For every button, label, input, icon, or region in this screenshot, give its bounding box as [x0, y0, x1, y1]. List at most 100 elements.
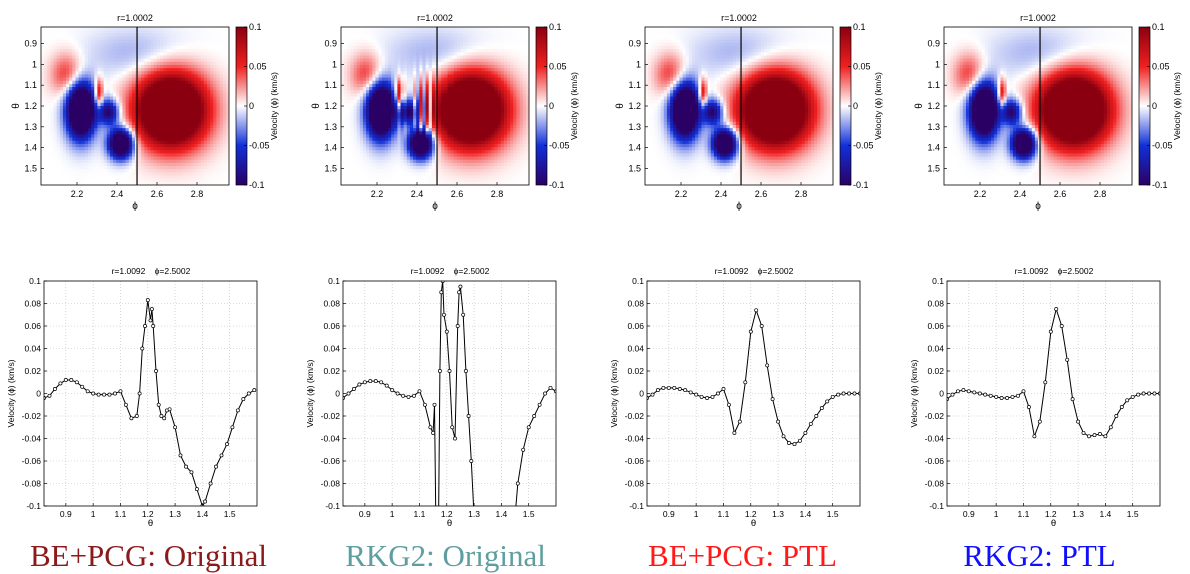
heatmap-cell [66, 169, 70, 173]
heatmap-cell [403, 55, 408, 59]
heatmap-cell [75, 39, 79, 44]
heatmap-cell [225, 137, 229, 142]
heatmap-cell [119, 143, 123, 148]
heatmap-cell [81, 27, 86, 31]
heatmap-cell [431, 45, 436, 50]
heatmap-cell [47, 83, 51, 88]
heatmap-cell [344, 137, 348, 142]
heatmap-cell [222, 87, 227, 91]
heatmap-cell [438, 87, 442, 91]
heatmap-cell [384, 83, 389, 88]
heatmap-cell [81, 169, 86, 173]
heatmap-cell [456, 178, 461, 183]
heatmap-cell [128, 169, 133, 173]
heatmap-cell [194, 30, 199, 34]
heatmap-cell [75, 30, 79, 34]
heatmap-cell [428, 106, 433, 110]
heatmap-cell [153, 159, 158, 164]
heatmap-cell [156, 83, 161, 88]
heatmap-cell [456, 143, 461, 148]
heatmap-cell [381, 140, 386, 145]
heatmap-cell [403, 106, 408, 110]
heatmap-cell [450, 102, 455, 107]
heatmap-cell [350, 118, 354, 123]
heatmap-cell [356, 61, 361, 66]
heatmap-cell [203, 166, 208, 170]
heatmap-cell [372, 68, 376, 72]
heatmap-cell [72, 166, 76, 170]
heatmap-cell [422, 61, 426, 66]
heatmap-cell [182, 83, 186, 88]
heatmap-cell [97, 80, 101, 85]
heatmap-cell [353, 77, 358, 82]
heatmap-cell [113, 30, 117, 34]
heatmap-cell [350, 33, 354, 37]
heatmap-cell [125, 121, 130, 126]
heatmap-cell [81, 156, 86, 161]
heatmap-cell [403, 134, 408, 138]
heatmap-cell [444, 39, 448, 44]
heatmap-cell [144, 156, 148, 161]
heatmap-cell [72, 112, 76, 116]
heatmap-cell [359, 30, 364, 34]
heatmap-cell [450, 52, 455, 56]
heatmap-cell [91, 64, 95, 69]
heatmap-cell [175, 162, 180, 167]
heatmap-cell [178, 45, 183, 50]
heatmap-cell [59, 147, 64, 151]
heatmap-cell [81, 90, 86, 94]
heatmap-cell [182, 109, 186, 113]
heatmap-cell [397, 134, 401, 138]
heatmap-cell [197, 118, 202, 123]
heatmap-cell [372, 96, 376, 101]
heatmap-cell [97, 52, 101, 56]
heatmap-cell [422, 143, 426, 148]
heatmap-cell [197, 131, 202, 135]
heatmap-cell [191, 74, 195, 78]
heatmap-cell [44, 159, 48, 164]
heatmap-cell [447, 71, 452, 75]
heatmap-cell [66, 153, 70, 157]
heatmap-cell [419, 49, 423, 53]
heatmap-cell [128, 30, 133, 34]
heatmap-cell [207, 36, 211, 41]
heatmap-cell [72, 42, 76, 47]
heatmap-cell [156, 106, 161, 110]
heatmap-cell [178, 80, 183, 85]
heatmap-cell [381, 124, 386, 129]
heatmap-cell [141, 61, 145, 66]
heatmap-cell [178, 128, 183, 132]
heatmap-cell [197, 30, 202, 34]
heatmap-cell [122, 153, 126, 157]
heatmap-cell [138, 71, 142, 75]
heatmap-cell [178, 172, 183, 176]
heatmap-cell [91, 93, 95, 97]
heatmap-cell [72, 55, 76, 59]
heatmap-cell [128, 36, 133, 41]
heatmap-cell [453, 58, 458, 63]
heatmap-cell [216, 39, 220, 44]
heatmap-cell [397, 71, 401, 75]
heatmap-cell [213, 93, 217, 97]
heatmap-cell [72, 87, 76, 91]
heatmap-cell [409, 58, 414, 63]
heatmap-cell [116, 128, 120, 132]
heatmap-cell [210, 61, 214, 66]
heatmap-cell [163, 121, 167, 126]
heatmap-cell [97, 39, 101, 44]
heatmap-cell [453, 112, 458, 116]
heatmap-cell [47, 71, 51, 75]
heatmap-cell [169, 42, 173, 47]
heatmap-cell [350, 83, 354, 88]
heatmap-cell [41, 131, 45, 135]
heatmap-cell [59, 27, 64, 31]
heatmap-cell [178, 99, 183, 104]
heatmap-cell [416, 49, 420, 53]
heatmap-cell [100, 137, 105, 142]
heatmap-cell [97, 55, 101, 59]
heatmap-cell [166, 115, 170, 120]
heatmap-cell [428, 128, 433, 132]
heatmap-cell [431, 147, 436, 151]
heatmap-cell [191, 181, 195, 185]
heatmap-cell [97, 71, 101, 75]
